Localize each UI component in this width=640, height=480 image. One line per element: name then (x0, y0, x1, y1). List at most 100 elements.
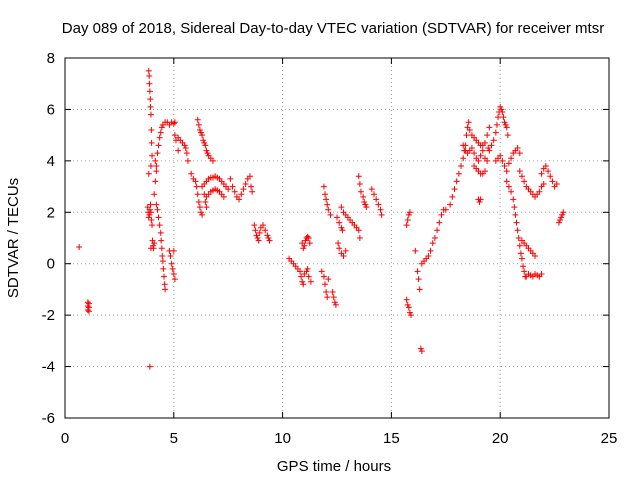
data-point (320, 273, 327, 280)
data-point (549, 178, 556, 185)
data-point (198, 209, 204, 216)
data-point (298, 273, 305, 280)
data-point (323, 196, 330, 203)
data-point (475, 157, 482, 164)
data-point (162, 286, 169, 293)
data-point (477, 152, 484, 159)
data-point (262, 227, 269, 234)
data-point (198, 129, 204, 136)
data-point (256, 229, 263, 236)
data-point (195, 121, 202, 128)
data-point (255, 237, 262, 244)
data-point (508, 188, 515, 195)
data-point (147, 245, 154, 252)
data-point (147, 103, 154, 110)
data-point (438, 211, 445, 218)
data-point (412, 247, 419, 254)
data-point (485, 145, 492, 151)
data-point (84, 307, 91, 313)
y-tick-label: -6 (42, 410, 55, 427)
data-point (181, 142, 188, 149)
data-point (336, 245, 343, 252)
data-point (76, 244, 83, 250)
data-point (324, 201, 331, 208)
data-point (484, 157, 491, 164)
data-point (521, 268, 528, 275)
data-point (325, 276, 332, 283)
data-point (147, 201, 154, 208)
data-point (558, 214, 565, 221)
data-point (499, 109, 506, 115)
data-point (451, 186, 458, 193)
y-tick-label: 2 (47, 204, 55, 221)
data-point (363, 204, 370, 211)
data-point (169, 265, 176, 272)
data-point (196, 204, 203, 211)
data-point (194, 116, 201, 123)
data-point (559, 211, 566, 218)
data-point (153, 168, 160, 175)
data-point (378, 211, 385, 218)
data-point (375, 201, 382, 208)
chart-title: Day 089 of 2018, Sidereal Day-to-day VTE… (62, 20, 604, 37)
data-point (148, 217, 155, 223)
data-point (510, 196, 517, 203)
data-point (158, 245, 165, 252)
data-point (171, 119, 178, 126)
data-point (184, 157, 191, 164)
data-point (146, 80, 153, 87)
data-point (406, 209, 413, 216)
x-tick-label: 15 (383, 430, 400, 447)
data-point (360, 193, 367, 200)
data-point (476, 199, 483, 205)
data-point (167, 253, 174, 259)
data-point (242, 181, 249, 187)
data-point (497, 152, 504, 159)
data-point (201, 139, 208, 146)
data-point (199, 132, 206, 139)
y-tick-label: -2 (42, 307, 55, 324)
data-point (356, 235, 363, 241)
data-point (304, 265, 311, 272)
data-point (231, 188, 238, 195)
data-point (307, 278, 314, 285)
y-tick-label: 0 (47, 256, 55, 273)
data-point (516, 168, 523, 175)
data-point (152, 178, 159, 185)
data-point (434, 227, 441, 234)
data-point (323, 289, 330, 295)
data-point (146, 363, 153, 370)
data-point (547, 173, 554, 180)
data-point (431, 235, 438, 241)
data-point (253, 232, 260, 239)
data-point (151, 240, 158, 247)
data-point (327, 211, 334, 218)
data-point (146, 88, 153, 95)
data-point (148, 139, 155, 146)
data-point (330, 294, 337, 301)
data-point (361, 199, 368, 205)
data-point (498, 106, 505, 113)
data-point (368, 186, 375, 193)
data-point (342, 247, 349, 254)
x-axis-label: GPS time / hours (277, 458, 391, 475)
data-point (355, 227, 362, 234)
plot-frame (64, 57, 610, 419)
data-point (466, 127, 473, 133)
data-point (415, 276, 422, 283)
data-point (170, 271, 177, 277)
data-point (153, 163, 160, 169)
data-point (324, 294, 331, 301)
data-point (146, 206, 153, 213)
data-point (160, 265, 167, 272)
data-point (493, 121, 500, 128)
data-point (151, 191, 158, 198)
data-point (302, 237, 309, 244)
data-point (499, 157, 506, 164)
data-point (453, 178, 460, 185)
y-axis-label: SDTVAR / TECUs (5, 178, 22, 298)
data-point (377, 206, 384, 213)
data-point (304, 233, 311, 240)
data-point (508, 155, 515, 162)
data-point (325, 206, 332, 213)
